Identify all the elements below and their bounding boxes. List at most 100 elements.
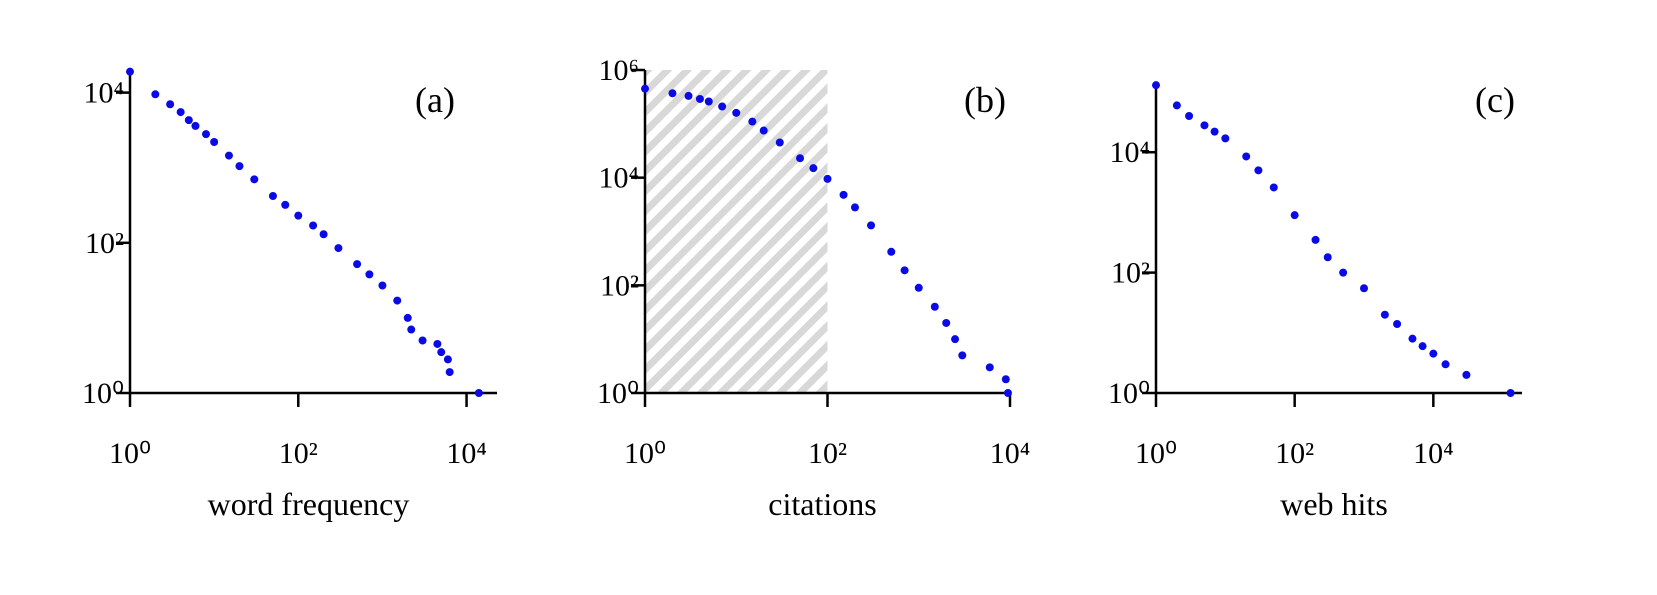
point <box>1360 284 1369 293</box>
point <box>474 389 483 397</box>
y-tick-label: 10⁶ <box>599 54 639 87</box>
point <box>407 325 416 334</box>
point <box>334 244 343 253</box>
x-axis-label: word frequency <box>208 486 410 522</box>
point <box>1254 166 1263 175</box>
y-tick-label: 10² <box>1111 257 1150 290</box>
y-tick-label: 10⁰ <box>82 377 124 410</box>
point <box>201 130 210 139</box>
point <box>1339 268 1348 277</box>
point <box>985 363 994 372</box>
point <box>184 116 193 125</box>
point <box>732 108 741 117</box>
point <box>437 348 446 357</box>
highlight-region <box>645 70 828 393</box>
point <box>942 318 951 327</box>
point <box>900 266 909 275</box>
y-tick-label: 10² <box>600 269 639 302</box>
point <box>796 154 805 163</box>
point <box>191 121 200 130</box>
point <box>353 260 362 269</box>
point <box>250 175 259 184</box>
panel-label: (b) <box>964 80 1006 120</box>
point <box>1172 101 1181 110</box>
point <box>951 335 960 344</box>
point <box>1323 253 1332 262</box>
point <box>1003 389 1012 397</box>
point <box>268 191 277 200</box>
point <box>1311 235 1320 244</box>
x-tick-label: 10⁴ <box>446 437 486 470</box>
point <box>1418 342 1427 351</box>
point <box>867 221 876 230</box>
point <box>1001 375 1010 384</box>
x-axis-label: citations <box>768 486 876 522</box>
point <box>1290 211 1299 220</box>
point <box>210 137 219 146</box>
x-tick-label: 10² <box>1275 437 1314 470</box>
x-tick-label: 10⁰ <box>1135 437 1177 470</box>
point <box>914 283 923 292</box>
point <box>748 117 757 126</box>
point <box>1380 310 1389 319</box>
x-tick-label: 10⁰ <box>109 437 151 470</box>
point <box>319 230 328 239</box>
point <box>718 102 727 111</box>
point <box>775 138 784 147</box>
y-tick-label: 10⁴ <box>1110 136 1150 169</box>
point <box>641 84 649 93</box>
x-tick-label: 10⁰ <box>624 437 666 470</box>
point <box>809 164 818 173</box>
point <box>1242 152 1251 161</box>
point <box>823 174 832 183</box>
y-tick-label: 10⁰ <box>1108 377 1150 410</box>
point <box>224 151 233 160</box>
point <box>235 162 244 171</box>
point <box>1441 360 1450 369</box>
panel-label: (c) <box>1475 80 1515 120</box>
point <box>1462 370 1471 379</box>
point <box>759 126 768 135</box>
point <box>1393 320 1402 329</box>
x-tick-label: 10² <box>808 437 847 470</box>
point <box>704 97 713 106</box>
point <box>166 100 175 109</box>
point <box>443 355 452 364</box>
point <box>418 336 427 345</box>
x-axis-label: web hits <box>1280 486 1388 522</box>
point <box>1506 389 1515 397</box>
y-tick-label: 10⁰ <box>597 377 639 410</box>
point <box>1200 121 1209 130</box>
point <box>1429 349 1438 358</box>
point <box>1269 183 1278 192</box>
x-tick-label: 10² <box>279 437 318 470</box>
point <box>393 296 402 305</box>
y-tick-label: 10⁴ <box>599 162 639 195</box>
point <box>850 203 859 212</box>
point <box>151 90 160 99</box>
panel-label: (a) <box>415 80 455 120</box>
point <box>695 94 704 103</box>
point <box>1408 334 1417 343</box>
point <box>403 313 412 322</box>
point <box>684 91 693 100</box>
point <box>1210 127 1219 136</box>
point <box>445 368 454 377</box>
point <box>365 270 374 279</box>
point <box>1185 111 1194 120</box>
point <box>281 200 290 209</box>
point <box>930 302 939 311</box>
point <box>176 108 185 117</box>
point <box>378 281 387 290</box>
x-tick-label: 10⁴ <box>990 437 1030 470</box>
point <box>294 211 303 220</box>
point <box>126 67 134 76</box>
point <box>1152 81 1160 90</box>
point <box>1221 134 1230 143</box>
point <box>433 339 442 348</box>
point <box>839 190 848 199</box>
point <box>958 351 967 360</box>
y-tick-label: 10⁴ <box>84 77 124 110</box>
